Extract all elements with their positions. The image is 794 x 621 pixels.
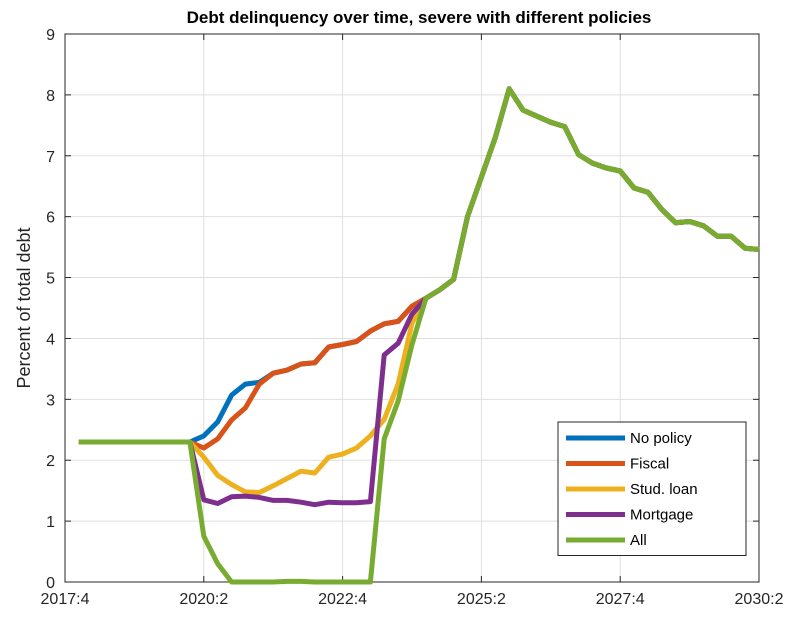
y-tick-label: 7	[46, 149, 55, 166]
y-tick-label: 2	[46, 453, 55, 470]
legend-item: Stud. loan	[566, 481, 698, 498]
chart-title: Debt delinquency over time, severe with …	[187, 8, 652, 27]
legend-label: All	[630, 532, 647, 549]
y-tick-label: 3	[46, 392, 55, 409]
y-tick-label: 0	[46, 575, 55, 592]
x-tick-label: 2020:2	[179, 591, 228, 608]
y-tick-label: 6	[46, 210, 55, 227]
x-tick-label: 2030:2	[735, 591, 784, 608]
series-line-no-policy	[78, 86, 760, 445]
legend-item: Fiscal	[566, 456, 669, 473]
y-tick-label: 8	[46, 88, 55, 105]
x-tick-label: 2027:4	[596, 591, 645, 608]
legend-label: No policy	[630, 430, 692, 447]
legend-item: Mortgage	[566, 507, 693, 524]
legend-label: Mortgage	[630, 507, 693, 524]
y-tick-label: 1	[46, 514, 55, 531]
y-tick-label: 5	[46, 271, 55, 288]
axes: 2017:4 2020:2 2022:4 2025:2 2027:4 2030:2 0 1 2 3…	[41, 27, 784, 608]
series-line-all	[78, 86, 760, 585]
legend-item: No policy	[566, 430, 692, 447]
legend-item: All	[566, 532, 647, 549]
legend-label: Fiscal	[630, 456, 669, 473]
legend-label: Stud. loan	[630, 481, 698, 498]
series-line-fiscal	[78, 86, 760, 451]
y-axis-label: Percent of total debt	[14, 227, 34, 388]
x-tick-label: 2022:4	[318, 591, 367, 608]
y-tick-label: 4	[46, 331, 55, 348]
series-lines	[78, 86, 760, 585]
plot-frame	[64, 33, 760, 583]
x-tick-label: 2025:2	[457, 591, 506, 608]
x-tick-label: 2017:4	[41, 591, 90, 608]
y-tick-label: 9	[46, 27, 55, 44]
legend: No policy Fiscal Stud. loan Mortgage All	[557, 421, 747, 556]
